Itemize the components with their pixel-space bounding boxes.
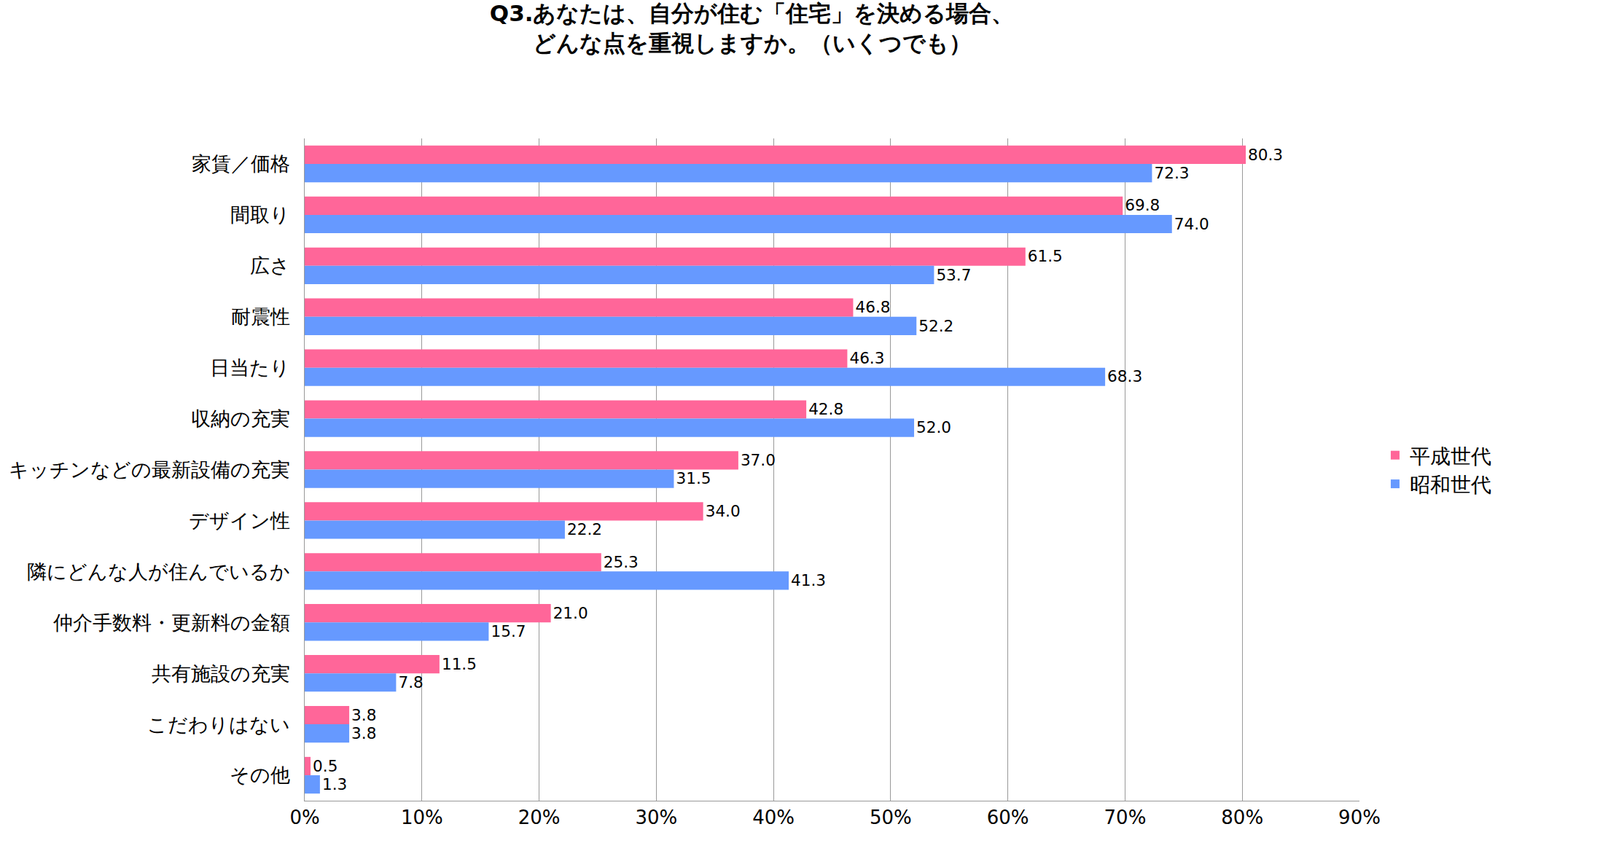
svg-text:1.3: 1.3 <box>322 775 347 794</box>
svg-text:間取り: 間取り <box>230 203 291 226</box>
svg-text:デザイン性: デザイン性 <box>188 509 291 533</box>
svg-text:10%: 10% <box>400 806 444 829</box>
svg-text:50%: 50% <box>869 806 912 829</box>
svg-text:仲介手数料・更新料の金額: 仲介手数料・更新料の金額 <box>53 611 291 635</box>
svg-text:3.8: 3.8 <box>351 724 377 743</box>
svg-text:11.5: 11.5 <box>441 655 477 674</box>
svg-text:37.0: 37.0 <box>740 451 776 470</box>
svg-text:52.0: 52.0 <box>916 418 952 437</box>
svg-text:31.5: 31.5 <box>675 469 711 488</box>
svg-text:90%: 90% <box>1338 806 1381 829</box>
svg-text:53.7: 53.7 <box>935 266 971 285</box>
svg-text:20%: 20% <box>518 806 561 829</box>
svg-text:25.3: 25.3 <box>603 553 639 572</box>
svg-text:70%: 70% <box>1104 806 1147 829</box>
svg-text:52.2: 52.2 <box>918 317 954 336</box>
svg-text:40%: 40% <box>752 806 795 829</box>
svg-text:60%: 60% <box>986 806 1030 829</box>
svg-text:広さ: 広さ <box>250 254 291 277</box>
svg-text:0.5: 0.5 <box>312 757 338 776</box>
svg-text:耐震性: 耐震性 <box>231 305 291 329</box>
svg-text:80.3: 80.3 <box>1247 145 1283 165</box>
svg-text:72.3: 72.3 <box>1153 164 1189 183</box>
svg-text:22.2: 22.2 <box>567 520 603 539</box>
svg-text:30%: 30% <box>634 806 678 829</box>
svg-text:68.3: 68.3 <box>1107 367 1143 386</box>
svg-text:日当たり: 日当たり <box>209 356 291 380</box>
svg-text:隣にどんな人が住んでいるか: 隣にどんな人が住んでいるか <box>26 560 291 584</box>
svg-text:42.8: 42.8 <box>808 400 844 419</box>
svg-text:46.8: 46.8 <box>855 298 891 317</box>
svg-text:平成世代: 平成世代 <box>1409 444 1492 469</box>
svg-text:21.0: 21.0 <box>553 604 589 623</box>
svg-text:0%: 0% <box>289 806 320 829</box>
svg-text:69.8: 69.8 <box>1124 196 1160 215</box>
svg-text:昭和世代: 昭和世代 <box>1409 473 1492 498</box>
svg-text:34.0: 34.0 <box>705 502 741 521</box>
svg-text:80%: 80% <box>1220 806 1264 829</box>
svg-text:キッチンなどの最新設備の充実: キッチンなどの最新設備の充実 <box>8 458 291 482</box>
svg-text:こだわりはない: こだわりはない <box>147 713 291 737</box>
svg-text:15.7: 15.7 <box>490 622 526 641</box>
svg-text:収納の充実: 収納の充実 <box>190 407 291 431</box>
svg-text:その他: その他 <box>229 763 291 787</box>
svg-text:7.8: 7.8 <box>397 673 423 692</box>
svg-text:家賃／価格: 家賃／価格 <box>191 152 291 175</box>
svg-text:61.5: 61.5 <box>1027 247 1063 266</box>
svg-text:46.3: 46.3 <box>849 349 885 368</box>
svg-text:74.0: 74.0 <box>1174 215 1210 234</box>
svg-text:3.8: 3.8 <box>351 706 377 725</box>
svg-text:Q3.あなたは、自分が住む「住宅」を決める場合、どんな点を重: Q3.あなたは、自分が住む「住宅」を決める場合、どんな点を重視しますか。（いくつ… <box>489 0 1015 56</box>
svg-text:41.3: 41.3 <box>790 571 826 590</box>
svg-text:共有施設の充実: 共有施設の充実 <box>151 662 291 686</box>
